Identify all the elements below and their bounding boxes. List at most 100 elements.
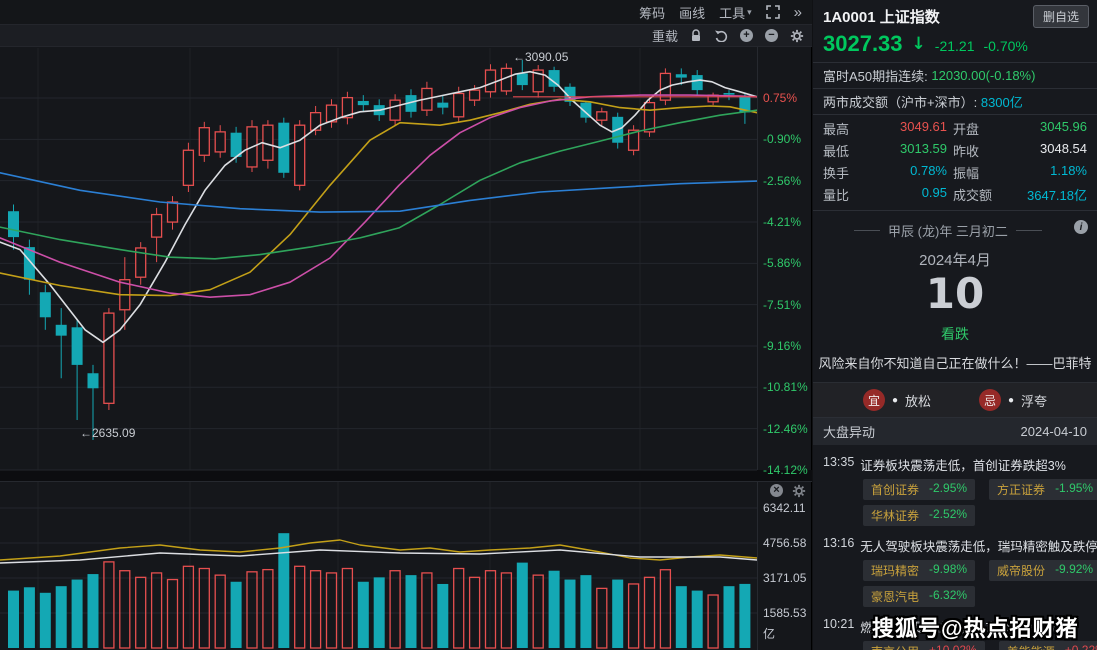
close-pane-icon[interactable]: × [770, 484, 783, 497]
candle [39, 292, 51, 318]
stock-chip-change: -6.32% [929, 588, 968, 603]
price-change-pct: -0.70% [983, 38, 1028, 54]
stock-chip[interactable]: 豪恩汽电 -6.32% [863, 586, 976, 608]
suitable-badge: 宜 [862, 389, 885, 412]
pane-divider[interactable] [0, 470, 812, 481]
calendar-month: 2024年4月 [919, 252, 991, 269]
stock-chip[interactable]: 南京公用 +10.02% [863, 641, 985, 650]
candle [341, 96, 354, 119]
high-price-annotation: ←3090.05 [513, 50, 569, 64]
stock-chip[interactable]: 瑞玛精密 -9.98% [863, 560, 976, 582]
chevron-down-icon: ▾ [747, 6, 752, 17]
price-axis-tick: -0.90% [763, 132, 802, 147]
info-icon[interactable]: i [1074, 220, 1088, 234]
stock-chip-name: 瑞玛精密 [871, 564, 920, 579]
stat-label: 最低 [823, 144, 850, 159]
volume-bar [214, 574, 226, 649]
suitable-text: 放松 [905, 393, 932, 409]
volume-bar [548, 570, 560, 648]
suitable-item: 宜 ● 放松 [862, 389, 932, 412]
stock-chip[interactable]: 首创证券 -2.95% [863, 479, 976, 501]
remove-watchlist-button[interactable]: 删自选 [1032, 5, 1089, 28]
volume-bar [246, 571, 258, 649]
current-price: 3027.33 [823, 31, 903, 56]
vol-ma-white [0, 549, 758, 564]
volume-bar [468, 576, 481, 649]
candlestick-volume-chart[interactable] [0, 0, 812, 650]
zoom-out-icon[interactable]: − [765, 29, 778, 42]
bullet-icon: ● [891, 394, 899, 406]
stock-chip-name: 美能能源 [1007, 643, 1055, 650]
stat-value: 3045.96 [1040, 119, 1087, 134]
a50-futures-row: 富时A50期指连续: 12030.00(-0.18%) [813, 63, 1097, 89]
volume-gear-icon[interactable] [792, 484, 806, 498]
stock-chip-change: -2.52% [929, 507, 968, 522]
avoid-text: 浮夸 [1021, 393, 1048, 409]
turnover-value: 8300亿 [980, 95, 1023, 110]
candle [8, 211, 19, 238]
candle [484, 69, 497, 93]
price-down-arrow-icon: ↓ [911, 34, 926, 54]
stock-chip-change: +0.22% [1065, 643, 1097, 650]
candle [87, 373, 99, 389]
vol-ma-yellow [0, 539, 758, 561]
alert-time: 13:16 [823, 536, 855, 551]
alert-stock-row: 豪恩汽电 -6.32% [863, 586, 1097, 608]
candle [564, 86, 576, 102]
volume-bar [166, 578, 179, 649]
fullscreen-icon[interactable] [765, 5, 780, 19]
stock-chip-change: -2.95% [929, 481, 968, 496]
undo-icon[interactable] [714, 29, 728, 42]
stat-label: 量比 [823, 188, 850, 203]
candle [405, 95, 417, 112]
stock-chip[interactable]: 方正证券 -1.95% [989, 479, 1097, 501]
candle [596, 111, 608, 121]
draw-tool-button[interactable]: 画线 [679, 5, 706, 21]
candle [643, 101, 656, 133]
alert-item-title[interactable]: 13:35 证券板块震荡走低，首创证券跌超3% [823, 455, 1097, 474]
stat-value: 3049.61 [900, 119, 947, 134]
reload-button[interactable]: 重载 [651, 29, 678, 44]
gear-icon[interactable] [790, 29, 804, 43]
candle [309, 112, 322, 131]
alert-time: 13:35 [823, 455, 855, 470]
volume-bar [278, 533, 290, 648]
alert-item-title[interactable]: 10:21 燃气板块震荡拉升，南京公用触及涨停 [823, 617, 1097, 636]
alert-title-text: 无人驾驶板块震荡走低，瑞玛精密触及跌停 [860, 540, 1097, 555]
calendar-day: 10 [925, 269, 985, 318]
candle [723, 93, 735, 95]
volume-pane-tools: × [770, 484, 806, 498]
market-sentiment: 看跌 [941, 326, 969, 343]
lock-icon[interactable] [690, 29, 702, 42]
avoid-item: 忌 ● 浮夸 [978, 389, 1048, 412]
candle [230, 132, 242, 157]
volume-bar [309, 570, 322, 649]
volume-axis-tick: 1585.53 [763, 605, 807, 620]
stat-value: 3013.59 [900, 141, 947, 156]
candle [580, 102, 592, 118]
collapse-panel-icon[interactable]: » [793, 3, 802, 21]
volume-bar [691, 590, 703, 648]
volume-bar [564, 579, 576, 648]
stat-label: 昨收 [953, 144, 980, 159]
tools-menu-button[interactable]: 工具 ▾ [719, 5, 752, 21]
stock-chip[interactable]: 华林证券 -2.52% [863, 505, 976, 527]
candle [691, 75, 703, 91]
stock-chip[interactable]: 美能能源 +0.22% [998, 641, 1097, 650]
volume-bar [675, 586, 687, 648]
volume-bar [437, 583, 449, 648]
stock-chip-name: 豪恩汽电 [871, 590, 920, 605]
candle [214, 131, 226, 153]
volume-axis-tick: 6342.11 [763, 500, 806, 515]
stock-chip[interactable]: 威帝股份 -9.92% [989, 560, 1097, 582]
candle [278, 122, 290, 173]
chart-pane: 筹码 画线 工具 ▾ » 重载 + − 0.75% -0.90% -2.56% -4.2… [0, 0, 812, 650]
volume-bar [389, 570, 401, 649]
alert-item-title[interactable]: 13:16 无人驾驶板块震荡走低，瑞玛精密触及跌停 [823, 536, 1097, 555]
stock-title: 1A0001 上证指数 [823, 9, 940, 26]
zoom-in-icon[interactable]: + [740, 29, 753, 42]
alerts-title: 大盘异动 [823, 425, 876, 441]
stock-chip-change: +10.02% [929, 643, 977, 650]
candle [55, 324, 67, 336]
chips-tool-button[interactable]: 筹码 [639, 5, 666, 21]
